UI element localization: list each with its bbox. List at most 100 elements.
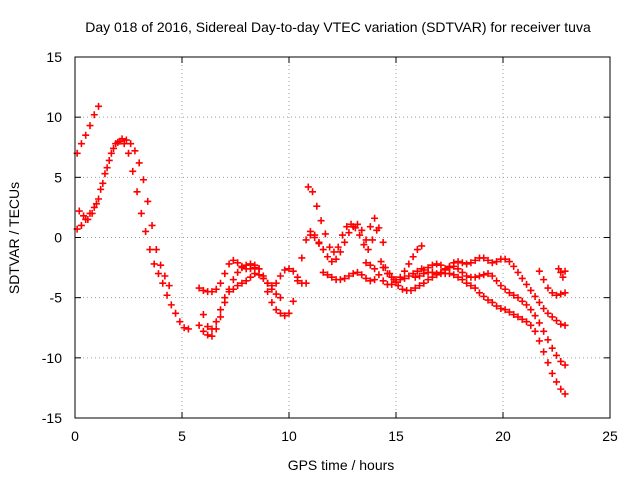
y-tick-label: 10: [46, 109, 62, 125]
y-tick-label: 5: [54, 169, 62, 185]
data-point: [159, 279, 167, 287]
data-point: [458, 276, 466, 284]
data-point: [208, 288, 216, 296]
data-point: [527, 306, 535, 314]
data-point: [514, 294, 522, 302]
data-point: [195, 284, 203, 292]
data-point: [488, 259, 496, 267]
data-point: [557, 268, 565, 276]
data-point: [510, 311, 518, 319]
x-axis-label: GPS time / hours: [288, 457, 395, 473]
data-point: [523, 280, 531, 288]
data-point: [510, 262, 518, 270]
data-point: [375, 271, 383, 279]
data-point: [82, 131, 90, 139]
x-tick-label: 5: [178, 428, 186, 444]
data-point: [319, 246, 327, 254]
data-point: [437, 268, 445, 276]
data-point: [437, 261, 445, 269]
data-point: [225, 260, 233, 268]
data-point: [383, 270, 391, 278]
data-point: [501, 285, 509, 293]
data-point: [557, 385, 565, 393]
data-point: [148, 221, 156, 229]
data-point: [514, 313, 522, 321]
data-point: [411, 273, 419, 281]
data-point: [388, 280, 396, 288]
data-point: [540, 276, 548, 284]
data-point: [424, 264, 432, 272]
data-point: [289, 267, 297, 275]
data-point: [356, 231, 364, 239]
data-point: [561, 361, 569, 369]
data-point: [251, 261, 259, 269]
data-point: [330, 248, 338, 256]
data-point: [343, 223, 351, 231]
grid: [75, 57, 610, 418]
data-point: [324, 253, 332, 261]
data-point: [204, 323, 212, 331]
data-point: [561, 390, 569, 398]
data-point: [379, 264, 387, 272]
x-tick-label: 0: [71, 428, 79, 444]
data-point: [92, 200, 100, 208]
data-point: [379, 238, 387, 246]
data-point: [505, 308, 513, 316]
data-point: [497, 304, 505, 312]
data-point: [475, 289, 483, 297]
data-point: [398, 285, 406, 293]
data-point: [199, 286, 207, 294]
data-point: [544, 336, 552, 344]
data-point: [518, 315, 526, 323]
data-point: [272, 279, 280, 287]
data-point: [345, 229, 353, 237]
data-point: [225, 288, 233, 296]
data-point: [561, 321, 569, 329]
data-point: [450, 259, 458, 267]
data-point: [103, 164, 111, 172]
data-point: [341, 274, 349, 282]
data-point: [122, 136, 130, 144]
plot-frame: [74, 56, 611, 419]
data-point: [413, 267, 421, 275]
data-point: [420, 279, 428, 287]
data-point: [535, 298, 543, 306]
data-point: [221, 294, 229, 302]
data-point: [557, 357, 565, 365]
data-point: [531, 327, 539, 335]
data-point: [375, 224, 383, 232]
data-point: [540, 348, 548, 356]
data-point: [377, 258, 385, 266]
data-point: [99, 179, 107, 187]
data-point: [180, 324, 188, 332]
data-point: [315, 240, 323, 248]
data-point: [548, 289, 556, 297]
data-point: [362, 236, 370, 244]
data-point: [471, 273, 479, 281]
data-point: [137, 209, 145, 217]
data-point: [475, 272, 483, 280]
data-point: [309, 188, 317, 196]
data-point: [416, 282, 424, 290]
x-tick-label: 15: [388, 428, 404, 444]
series-arc-2: [73, 137, 192, 333]
data-point: [548, 313, 556, 321]
data-point: [289, 297, 297, 305]
data-point: [238, 279, 246, 287]
data-point: [409, 253, 417, 261]
data-point: [394, 282, 402, 290]
data-point: [353, 220, 361, 228]
data-point: [501, 306, 509, 314]
data-point: [152, 246, 160, 254]
data-point: [101, 170, 109, 178]
data-point: [294, 277, 302, 285]
data-point: [510, 291, 518, 299]
data-point: [371, 276, 379, 284]
y-tick-label: -5: [50, 290, 63, 306]
data-point: [321, 230, 329, 238]
data-point: [480, 271, 488, 279]
data-point: [371, 265, 379, 273]
data-point: [433, 260, 441, 268]
